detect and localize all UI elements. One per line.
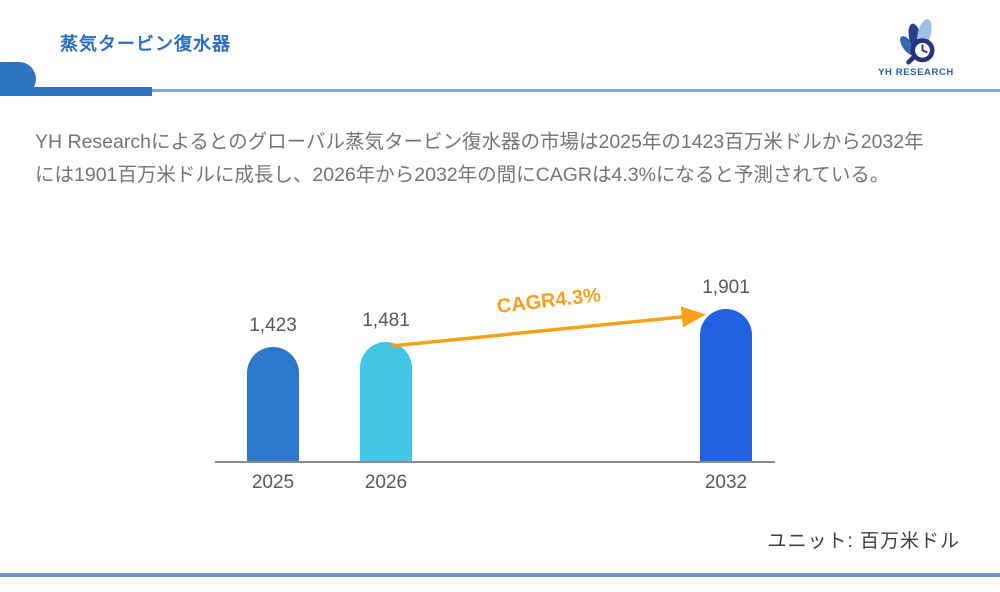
x-axis-line (215, 461, 775, 463)
header-divider-thick (0, 87, 152, 96)
bar-2025 (247, 347, 299, 461)
page-title: 蒸気タービン復水器 (60, 34, 231, 54)
growth-arrow (390, 306, 707, 348)
bar-value-2032: 1,901 (702, 277, 750, 298)
summary-line-2: には1901百万米ドルに成長し、2026年から2032年の間にCAGRは4.3%… (35, 164, 890, 186)
bottom-border (0, 573, 1000, 577)
x-tick-2026: 2026 (364, 472, 408, 493)
x-tick-2025: 2025 (251, 472, 295, 493)
logo-icon (900, 19, 935, 65)
summary-line-1: YH Researchによるとのグローバル蒸気タービン復水器の市場は2025年の… (35, 131, 924, 153)
logo-wordmark: YH RESEARCH (878, 67, 954, 78)
yh-research-logo: YH RESEARCH (868, 16, 964, 78)
x-tick-2032: 2032 (704, 472, 748, 493)
header-divider-thin (0, 89, 1000, 92)
bar-2032 (700, 309, 752, 461)
bar-value-2026: 1,481 (362, 310, 410, 331)
bar-value-2025: 1,423 (249, 315, 297, 336)
summary-paragraph: YH Researchによるとのグローバル蒸気タービン復水器の市場は2025年の… (35, 126, 980, 192)
bar-2026 (360, 342, 412, 461)
unit-label: ユニット: 百万米ドル (767, 531, 960, 552)
